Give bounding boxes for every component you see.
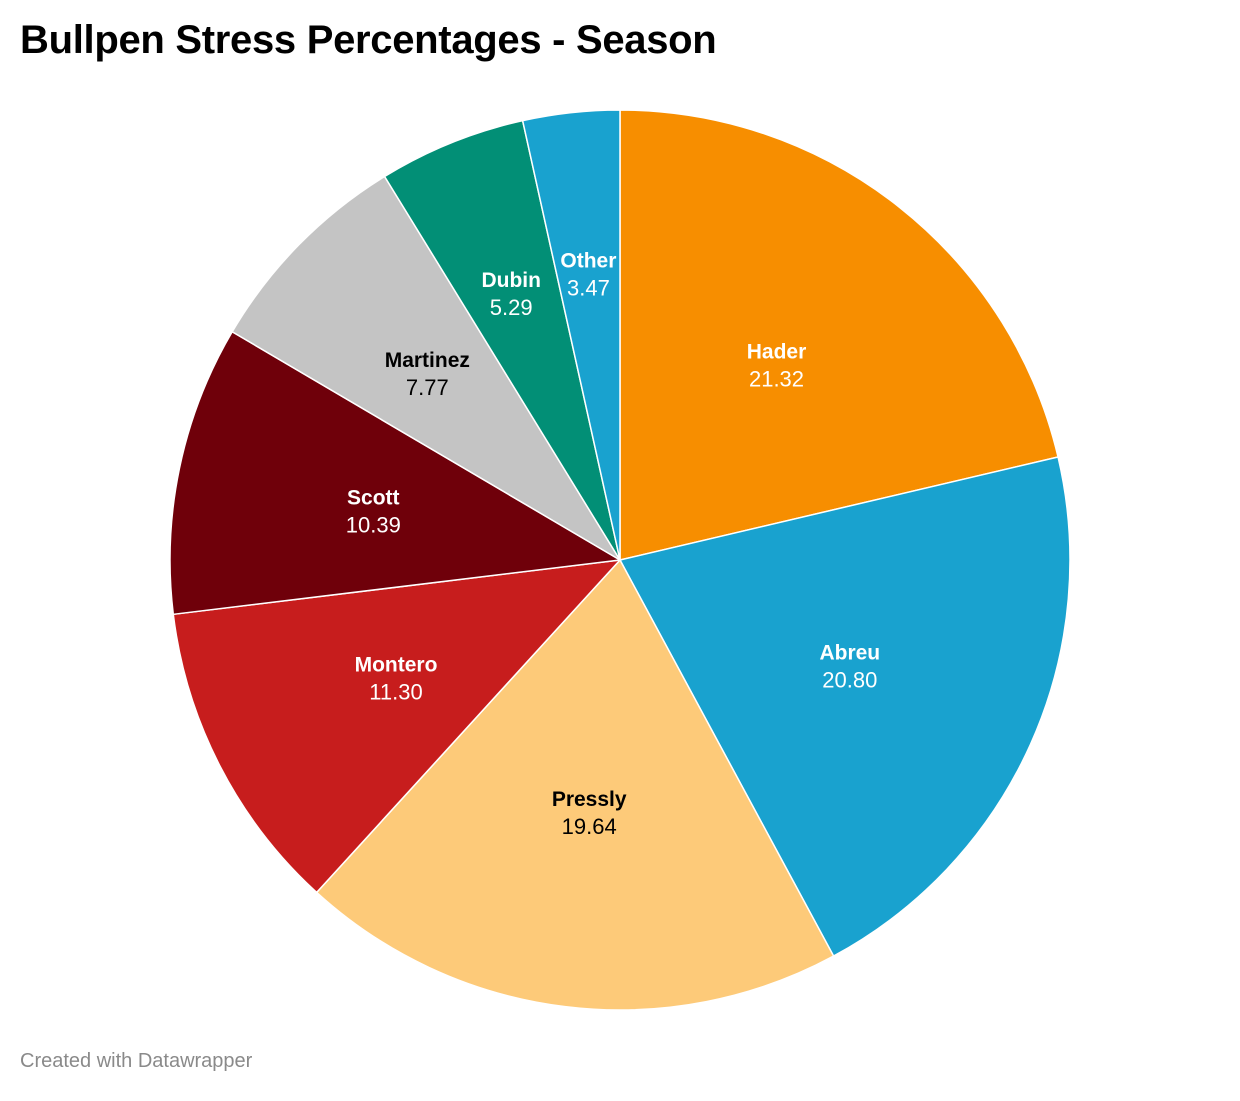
footer-credit: Created with Datawrapper	[20, 1050, 253, 1072]
slice-label-hader: Hader	[747, 341, 807, 364]
slice-label-dubin: Dubin	[481, 269, 540, 292]
slice-value-dubin: 5.29	[490, 295, 533, 320]
pie-slices	[169, 109, 1071, 1011]
pie-slice-dubin	[383, 119, 621, 561]
slice-value-martinez: 7.77	[406, 375, 449, 400]
slice-label-pressly: Pressly	[552, 788, 627, 811]
pie-labels: Hader 21.32 Abreu 20.80 Pressly 19.64 Montero 1…	[346, 250, 880, 840]
slice-value-pressly: 19.64	[562, 814, 617, 839]
chart-title: Bullpen Stress Percentages - Season	[20, 18, 717, 62]
pie-slice-hader	[619, 109, 1059, 561]
pie-slice-pressly	[315, 559, 835, 1011]
slice-label-scott: Scott	[347, 487, 400, 510]
slice-label-other: Other	[560, 250, 616, 273]
slice-label-martinez: Martinez	[385, 349, 470, 372]
pie-slice-abreu	[619, 456, 1071, 957]
slice-value-montero: 11.30	[369, 680, 422, 705]
slice-value-hader: 21.32	[749, 367, 804, 392]
slice-value-scott: 10.39	[346, 513, 401, 538]
pie-slice-other	[521, 109, 621, 561]
slice-value-abreu: 20.80	[822, 667, 877, 692]
pie-slice-martinez	[231, 175, 621, 561]
slice-label-montero: Montero	[355, 654, 438, 677]
pie-slice-montero	[172, 559, 621, 894]
slice-label-abreu: Abreu	[819, 641, 880, 664]
slice-value-other: 3.47	[567, 276, 610, 301]
pie-slice-scott	[169, 330, 621, 616]
